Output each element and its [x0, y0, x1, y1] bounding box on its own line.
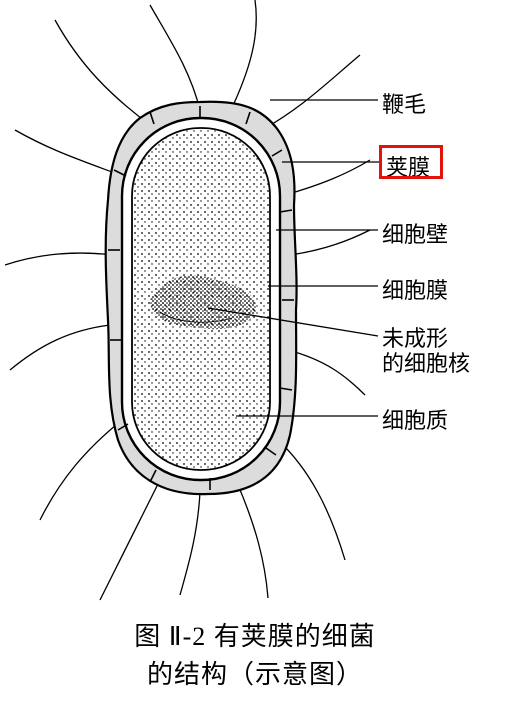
label-cytoplasm: 细胞质	[382, 408, 448, 433]
figure-caption-line2: 的结构（示意图）	[0, 654, 510, 691]
figure-caption-line1: 图 Ⅱ-2 有荚膜的细菌	[0, 616, 510, 653]
label-membrane: 细胞膜	[382, 278, 448, 303]
label-flagellum: 鞭毛	[382, 92, 426, 117]
label-cellwall: 细胞壁	[382, 222, 448, 247]
label-nucleoid: 未成形的细胞核	[382, 326, 482, 377]
capsule-highlight-box	[379, 145, 443, 179]
diagram-canvas: 鞭毛荚膜细胞壁细胞膜未成形的细胞核细胞质 图 Ⅱ-2 有荚膜的细菌 的结构（示意…	[0, 0, 510, 706]
